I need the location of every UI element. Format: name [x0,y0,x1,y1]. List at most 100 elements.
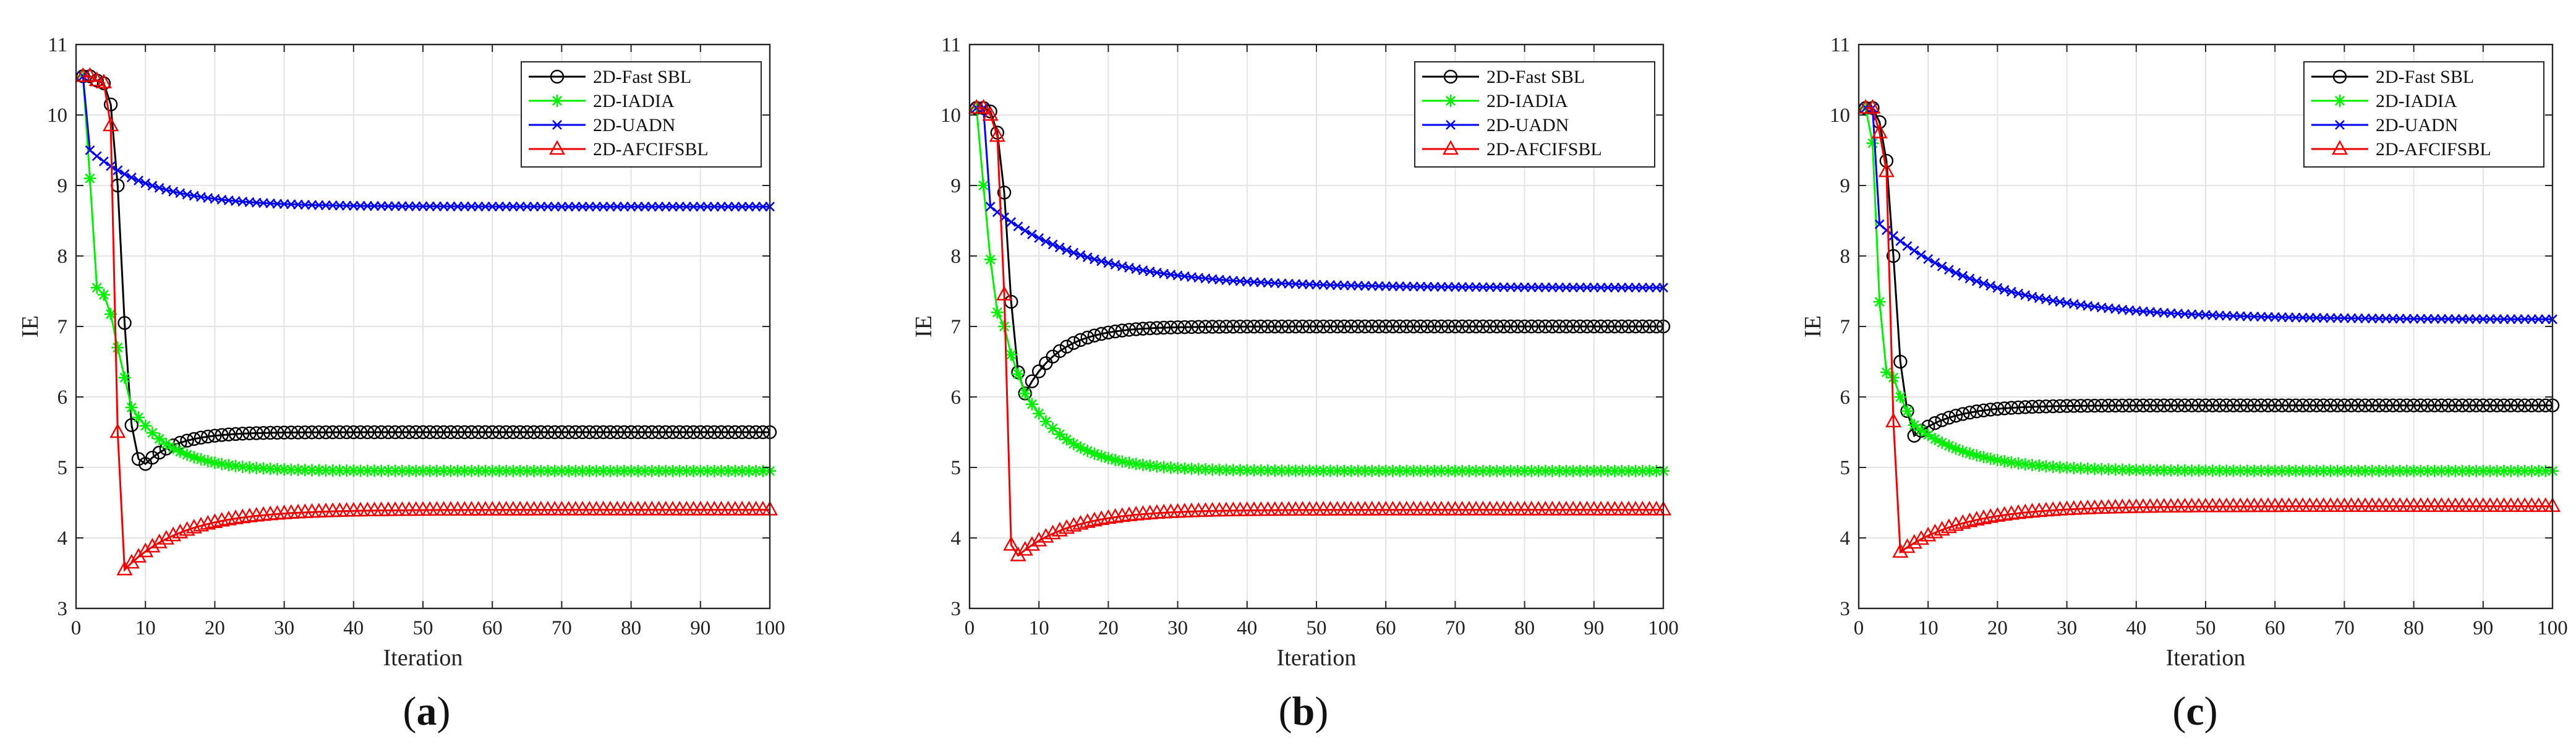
x-marker [453,202,463,211]
star-marker [603,464,616,477]
x-tick-label: 80 [1514,617,1535,639]
circle-marker [2497,398,2511,412]
star-marker [1352,464,1365,477]
triangle-marker [1051,521,1068,537]
star-marker [722,464,735,477]
circle-marker [1392,319,1407,334]
triangle-marker [1892,543,1909,558]
x-marker [1951,268,1961,278]
x-marker [425,201,435,211]
star-marker [1213,463,1226,476]
x-marker [1075,250,1086,260]
circle-marker [1587,319,1601,334]
circle-marker [117,316,132,330]
triangle-marker [470,501,487,516]
star-marker [472,464,485,477]
circle-marker [561,425,576,440]
circle-marker [360,425,375,440]
circle-marker [638,425,652,440]
star-marker [1046,422,1059,435]
star-marker [2518,464,2531,477]
x-marker [1519,282,1530,292]
circle-marker [346,425,360,440]
star-marker [257,462,270,475]
star-marker [1206,463,1219,476]
triangle-marker [982,106,999,121]
star-marker [2137,464,2150,477]
circle-marker [1545,319,1559,334]
triangle-marker [1260,501,1276,516]
circle-marker [1928,416,1942,430]
star-marker [1449,464,1462,477]
triangle-marker [741,500,757,516]
star-marker [1109,453,1122,466]
star-marker [2442,464,2455,477]
star-marker [2345,464,2358,477]
x-marker [1623,283,1634,293]
series-2d-fast-sbl [76,69,777,471]
triangle-marker [526,500,542,516]
triangle-marker [387,501,404,516]
circle-marker [374,425,388,440]
x-marker [1644,283,1655,293]
triangle-marker [1433,500,1449,516]
star-marker [2102,463,2115,476]
star-marker [1365,464,1378,477]
star-marker [326,464,339,477]
star-marker [1053,428,1066,441]
x-marker [591,202,602,212]
star-marker [451,464,464,477]
star-marker [1240,464,1253,477]
circle-marker [416,425,430,440]
triangle-marker [137,542,154,558]
triangle-marker [2537,497,2554,512]
circle-marker [1115,323,1130,338]
star-marker [1178,462,1191,475]
star-marker [1504,464,1517,477]
star-marker [2504,464,2517,477]
star-marker [111,341,124,354]
circle-marker [1261,319,1275,334]
star-marker [1929,433,1942,446]
x-marker [1930,258,1940,268]
star-marker [590,464,603,477]
triangle-marker [477,501,494,516]
triangle-marker [595,500,612,516]
circle-marker [1192,320,1206,334]
x-marker [1631,283,1641,293]
circle-marker [645,425,659,440]
triangle-marker [338,501,355,517]
star-marker [278,463,291,476]
x-marker [1603,283,1613,292]
y-tick-label: 8 [1840,245,1851,268]
star-marker [437,464,450,477]
x-marker [98,156,109,166]
x-marker [522,202,532,212]
triangle-marker [1287,501,1304,516]
chart-panel-b: 0 10 20 30 40 50 60 70 80 90 100 3 4 5 6 7 8 9 10 11 Iterati… [911,34,1679,734]
star-marker [1067,437,1080,450]
circle-marker [124,418,139,432]
circle-marker [1642,319,1657,334]
legend-entry: 2D-Fast SBL [2376,67,2474,87]
star-marker [1296,464,1309,477]
triangle-marker [1482,500,1498,516]
x-marker [640,202,650,212]
triangle-marker [2204,497,2221,513]
x-marker [578,202,587,212]
triangle-marker [2114,498,2131,514]
circle-marker [2157,398,2171,412]
triangle-marker [1391,500,1408,516]
triangle-marker [1266,501,1283,516]
star-marker [1137,458,1149,471]
triangle-marker [2045,501,2062,516]
star-marker [2282,464,2295,477]
circle-marker [2206,398,2220,412]
circle-marker [2122,398,2136,413]
x-marker [688,202,699,212]
triangle-marker [1948,516,1964,531]
circle-marker [2185,398,2199,412]
star-marker [2109,463,2122,476]
star-marker [2539,464,2552,477]
circle-marker [1323,319,1337,334]
